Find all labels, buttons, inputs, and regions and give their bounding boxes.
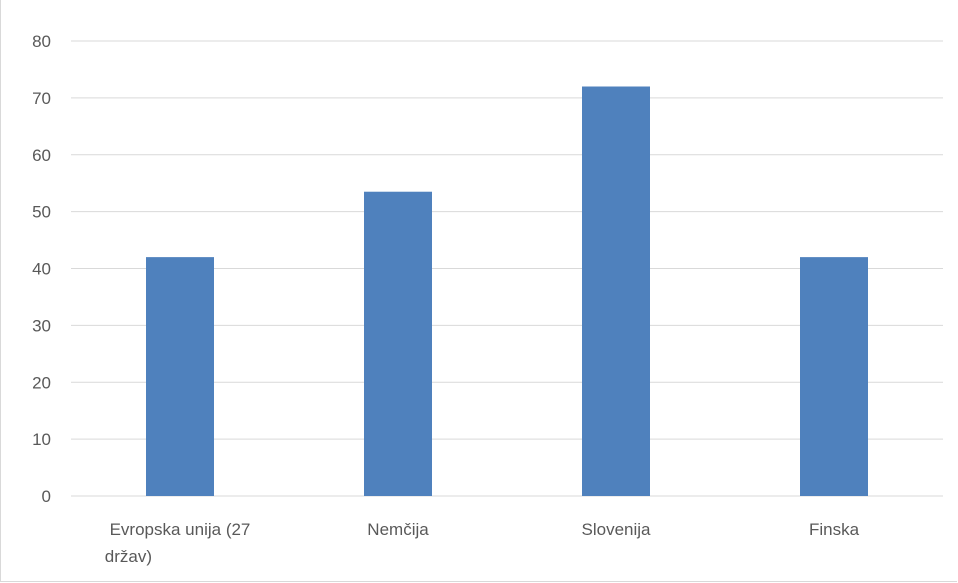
x-category-label: Finska — [809, 520, 860, 539]
y-tick-label: 70 — [32, 89, 51, 108]
bar — [800, 257, 868, 496]
x-category-label: Nemčija — [367, 520, 429, 539]
y-tick-label: 0 — [42, 487, 51, 506]
bar — [582, 86, 650, 496]
y-tick-label: 30 — [32, 316, 51, 335]
x-category-label: Slovenija — [582, 520, 652, 539]
bars — [146, 86, 868, 496]
y-tick-label: 50 — [32, 203, 51, 222]
y-axis-ticks: 0 10 20 30 40 50 60 70 80 — [32, 32, 51, 506]
x-axis-labels: Evropska unija (27 držav) Nemčija Slovenija… — [105, 520, 860, 566]
gridlines — [71, 40, 943, 497]
y-tick-label: 40 — [32, 260, 51, 279]
x-category-label: Evropska unija (27 — [110, 520, 251, 539]
y-tick-label: 80 — [32, 32, 51, 51]
y-tick-label: 60 — [32, 146, 51, 165]
x-category-label: držav) — [105, 547, 152, 566]
bar — [364, 191, 432, 496]
bar — [146, 257, 214, 496]
y-tick-label: 20 — [32, 373, 51, 392]
y-tick-label: 10 — [32, 430, 51, 449]
